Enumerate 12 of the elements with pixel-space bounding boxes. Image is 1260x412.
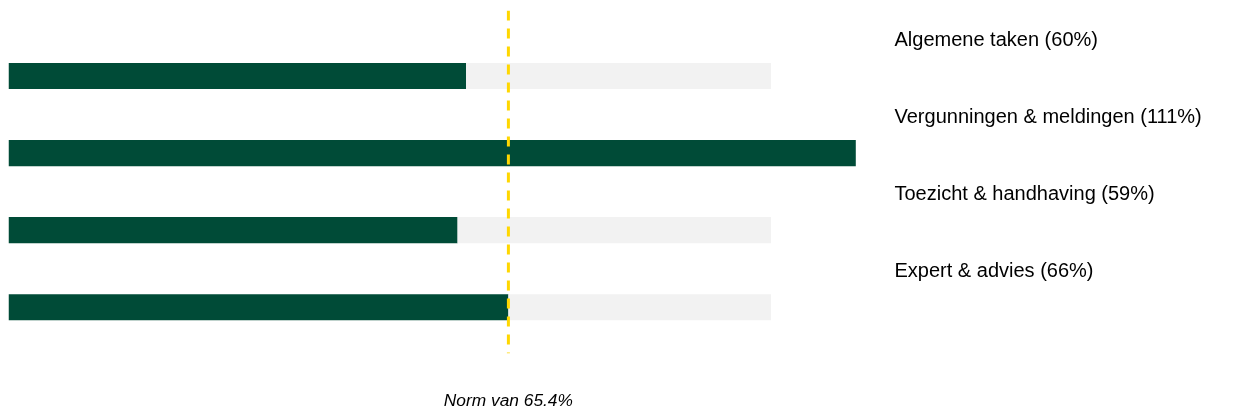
bar bbox=[457, 217, 772, 244]
bar bbox=[8, 62, 467, 90]
ref-line-label: Norm van 65.4% bbox=[443, 389, 573, 410]
bar bbox=[466, 62, 772, 90]
bar bbox=[8, 294, 509, 321]
y-tick-label: Algemene taken (60%) bbox=[894, 28, 1098, 51]
bar bbox=[8, 217, 458, 244]
bar bbox=[8, 139, 856, 167]
y-tick-label: Toezicht & handhaving (59%) bbox=[894, 182, 1155, 205]
bar bbox=[508, 294, 772, 321]
y-tick-label: Vergunningen & meldingen (111%) bbox=[894, 105, 1202, 128]
y-tick-label: Expert & advies (66%) bbox=[894, 259, 1094, 282]
